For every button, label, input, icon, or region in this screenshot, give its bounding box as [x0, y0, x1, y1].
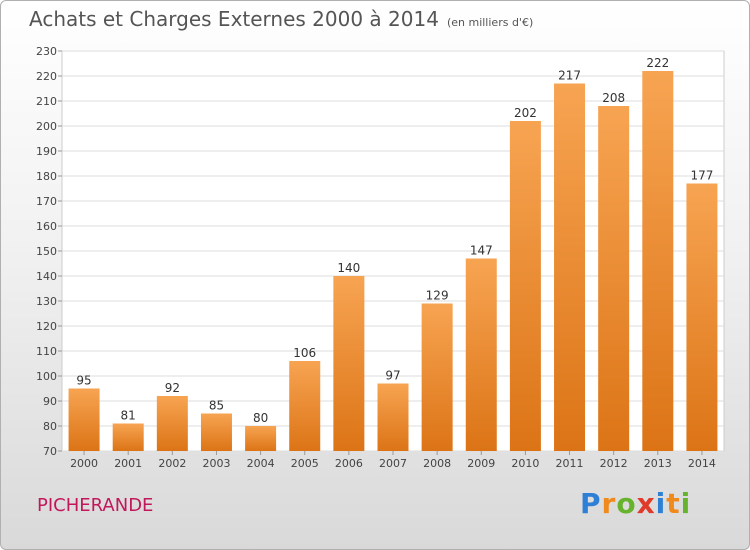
bar-2006: [333, 276, 365, 451]
chart-title: Achats et Charges Externes 2000 à 2014 (e…: [29, 7, 533, 31]
x-tick-label: 2008: [423, 457, 451, 470]
x-axis-ticks: 2000 2001 2002 2003 2004 2005 2006 2007 2008 2009…: [70, 451, 716, 470]
x-tick-label: 2005: [291, 457, 319, 470]
y-tick-label: 180: [36, 170, 57, 183]
bar-2014: [686, 183, 718, 451]
x-tick-label: 2011: [556, 457, 584, 470]
y-tick-label: 160: [36, 220, 57, 233]
bar-2013: [642, 71, 674, 451]
chart-unit: (en milliers d'€): [446, 16, 534, 29]
logo-letter: o: [616, 487, 637, 520]
bar-2008: [421, 303, 453, 451]
y-tick-label: 100: [36, 370, 57, 383]
data-label: 208: [602, 91, 625, 105]
x-tick-label: 2007: [379, 457, 407, 470]
chart-title-text: Achats et Charges Externes 2000 à 2014: [29, 7, 439, 31]
bar-2009: [465, 258, 497, 451]
data-label: 177: [690, 169, 713, 183]
y-tick-label: 130: [36, 295, 57, 308]
x-tick-label: 2001: [114, 457, 142, 470]
bar-2003: [200, 413, 232, 451]
data-label: 97: [385, 369, 400, 383]
x-tick-label: 2006: [335, 457, 363, 470]
bar-2010: [509, 121, 541, 451]
y-tick-label: 150: [36, 245, 57, 258]
bar-2007: [377, 383, 409, 451]
data-label: 202: [514, 106, 537, 120]
logo-letter: P: [580, 487, 602, 520]
y-tick-label: 190: [36, 145, 57, 158]
data-labels: 95 81 92 85 80 106 140 97 129 147 202 217 208 222 177: [76, 56, 713, 425]
x-tick-label: 2010: [511, 457, 539, 470]
logo-letter: x: [636, 487, 656, 520]
bar-2012: [598, 106, 630, 451]
data-label: 81: [121, 409, 136, 423]
x-tick-label: 2009: [467, 457, 495, 470]
x-tick-label: 2004: [247, 457, 275, 470]
data-label: 222: [646, 56, 669, 70]
bar-2002: [156, 396, 188, 451]
logo-letter: i: [680, 487, 692, 520]
data-label: 147: [470, 244, 493, 258]
data-label: 140: [337, 261, 360, 275]
data-label: 106: [293, 346, 316, 360]
y-tick-label: 170: [36, 195, 57, 208]
x-tick-label: 2013: [644, 457, 672, 470]
data-label: 217: [558, 69, 581, 83]
bars: [68, 71, 718, 451]
x-tick-label: 2002: [158, 457, 186, 470]
x-tick-label: 2003: [202, 457, 230, 470]
y-tick-label: 110: [36, 345, 57, 358]
logo-letter: i: [655, 487, 667, 520]
data-label: 95: [76, 374, 91, 388]
y-tick-label: 120: [36, 320, 57, 333]
y-tick-label: 230: [36, 45, 57, 58]
y-tick-label: 220: [36, 70, 57, 83]
y-tick-label: 200: [36, 120, 57, 133]
y-tick-label: 140: [36, 270, 57, 283]
bar-2004: [245, 426, 277, 451]
bar-2005: [289, 361, 321, 451]
data-label: 85: [209, 399, 224, 413]
x-tick-label: 2014: [688, 457, 716, 470]
proxiti-logo[interactable]: Proxiti: [580, 487, 691, 520]
y-tick-label: 210: [36, 95, 57, 108]
commune-name: PICHERANDE: [37, 495, 154, 516]
data-label: 80: [253, 411, 268, 425]
y-tick-label: 80: [43, 420, 57, 433]
y-tick-label: 70: [43, 445, 57, 458]
data-label: 129: [426, 289, 449, 303]
data-label: 92: [165, 381, 180, 395]
bar-2001: [112, 423, 144, 451]
x-tick-label: 2000: [70, 457, 98, 470]
logo-letter: r: [601, 487, 617, 520]
x-tick-label: 2012: [600, 457, 628, 470]
y-axis-ticks: 70 80 90 100 110 120 130 140 150 160 170 180 190 200 2…: [36, 45, 62, 458]
y-tick-label: 90: [43, 395, 57, 408]
bar-2011: [554, 83, 586, 451]
logo-letter: t: [666, 487, 681, 520]
bar-2000: [68, 388, 100, 451]
